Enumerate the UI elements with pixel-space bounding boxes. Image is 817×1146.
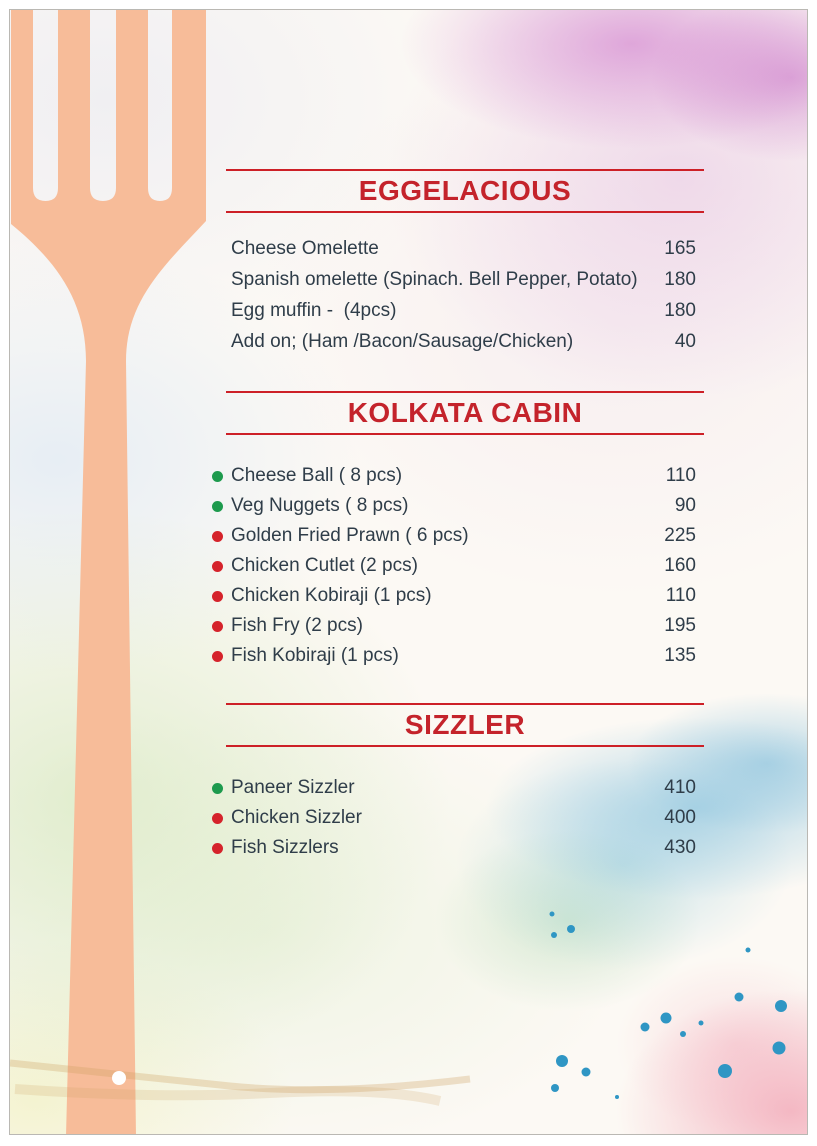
menu-column: EGGELACIOUS Cheese Omelette 165 Spanish …: [212, 10, 704, 1134]
item-price: 135: [664, 645, 696, 666]
section-title: KOLKATA CABIN: [226, 391, 704, 435]
item-price: 225: [664, 525, 696, 546]
item-price: 110: [665, 465, 696, 486]
nonveg-indicator-icon: [212, 812, 223, 824]
item-price: 180: [664, 268, 696, 290]
background-artwork: [10, 10, 787, 1134]
item-price: 400: [664, 807, 696, 828]
veg-indicator-icon: [212, 782, 223, 794]
fork-silhouette-icon: [11, 10, 206, 1134]
paint-streak: [10, 1059, 471, 1094]
item-price: 110: [665, 585, 696, 606]
item-name: Egg muffin - (4pcs): [231, 299, 397, 321]
section-items: Cheese Ball ( 8 pcs) 110 Veg Nuggets ( 8…: [212, 461, 704, 671]
menu-section: SIZZLER Paneer Sizzler 410 Chicken Sizzl…: [212, 703, 704, 863]
item-price: 40: [674, 330, 696, 352]
item-price: 430: [664, 837, 696, 858]
nonveg-indicator-icon: [212, 530, 223, 542]
nonveg-indicator-icon: [212, 560, 223, 572]
menu-item-row: Chicken Kobiraji (1 pcs) 110: [212, 581, 704, 611]
menu-item-row: Fish Fry (2 pcs) 195: [212, 611, 704, 641]
section-title: SIZZLER: [226, 703, 704, 747]
menu-item-row: Cheese Omelette 165: [226, 233, 704, 264]
menu-item-row: Chicken Sizzler 400: [212, 803, 704, 833]
item-price: 195: [664, 615, 696, 636]
nonveg-indicator-icon: [212, 590, 223, 602]
item-price: 180: [664, 299, 696, 321]
menu-item-row: Fish Sizzlers 430: [212, 833, 704, 863]
paint-streak: [14, 1084, 442, 1106]
item-price: 165: [664, 237, 696, 259]
section-items: Cheese Omelette 165 Spanish omelette (Sp…: [226, 233, 704, 357]
menu-item-row: Veg Nuggets ( 8 pcs) 90: [212, 491, 704, 521]
item-name: Add on; (Ham /Bacon/Sausage/Chicken): [231, 330, 574, 352]
menu-item-row: Chicken Cutlet (2 pcs) 160: [212, 551, 704, 581]
menu-item-row: Fish Kobiraji (1 pcs) 135: [212, 641, 704, 671]
menu-item-row: Add on; (Ham /Bacon/Sausage/Chicken) 40: [226, 326, 704, 357]
nonveg-indicator-icon: [212, 650, 223, 662]
item-name: Paneer Sizzler: [231, 777, 355, 798]
item-price: 410: [664, 777, 696, 798]
menu-item-row: Spanish omelette (Spinach. Bell Pepper, …: [226, 264, 704, 295]
paint-splatter-dots: [549, 911, 787, 1099]
item-name: Chicken Cutlet (2 pcs): [231, 555, 418, 576]
item-name: Cheese Ball ( 8 pcs): [231, 465, 403, 486]
section-title: EGGELACIOUS: [226, 169, 704, 213]
item-name: Fish Fry (2 pcs): [231, 615, 363, 636]
nonveg-indicator-icon: [212, 620, 223, 632]
item-price: 160: [664, 555, 696, 576]
menu-item-row: Cheese Ball ( 8 pcs) 110: [212, 461, 704, 491]
item-name: Spanish omelette (Spinach. Bell Pepper, …: [231, 268, 638, 290]
menu-section: KOLKATA CABIN Cheese Ball ( 8 pcs) 110 V…: [212, 391, 704, 671]
item-name: Fish Kobiraji (1 pcs): [231, 645, 399, 666]
menu-item-row: Paneer Sizzler 410: [212, 773, 704, 803]
item-name: Fish Sizzlers: [231, 837, 339, 858]
handle-dot: [112, 1071, 126, 1085]
menu-item-row: Egg muffin - (4pcs) 180: [226, 295, 704, 326]
item-name: Chicken Sizzler: [231, 807, 362, 828]
menu-page: EGGELACIOUS Cheese Omelette 165 Spanish …: [9, 9, 808, 1135]
item-name: Golden Fried Prawn ( 6 pcs): [231, 525, 469, 546]
item-price: 90: [674, 495, 696, 516]
veg-indicator-icon: [212, 470, 223, 482]
menu-section: EGGELACIOUS Cheese Omelette 165 Spanish …: [226, 169, 704, 357]
item-name: Cheese Omelette: [231, 237, 379, 259]
nonveg-indicator-icon: [212, 842, 223, 854]
item-name: Veg Nuggets ( 8 pcs): [231, 495, 409, 516]
item-name: Chicken Kobiraji (1 pcs): [231, 585, 432, 606]
section-items: Paneer Sizzler 410 Chicken Sizzler 400 F…: [212, 773, 704, 863]
menu-item-row: Golden Fried Prawn ( 6 pcs) 225: [212, 521, 704, 551]
veg-indicator-icon: [212, 500, 223, 512]
